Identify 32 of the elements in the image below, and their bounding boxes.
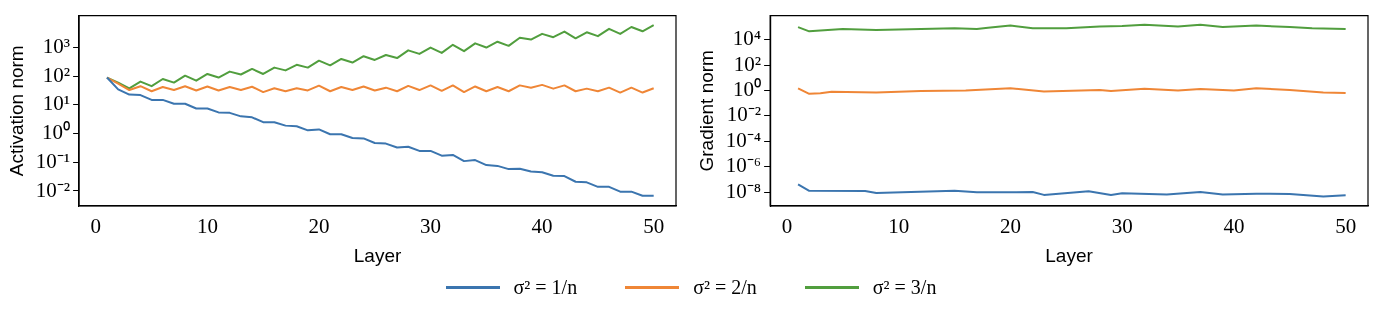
y-tick-label: 10² [42, 62, 71, 87]
x-tick-label: 30 [420, 214, 442, 239]
y-tick-label: 10⁻⁸ [725, 178, 762, 203]
y-tick-label: 10⁰ [733, 77, 762, 102]
x-axis-title: Layer [1045, 244, 1094, 266]
x-tick-label: 10 [196, 214, 218, 239]
y-tick-label: 10⁻⁶ [725, 153, 762, 178]
y-tick-label: 10⁻¹ [35, 148, 71, 173]
x-tick-label: 20 [999, 214, 1021, 239]
legend-label: σ² = 3/n [872, 276, 937, 299]
x-tick-label: 0 [90, 214, 102, 239]
x-axis-title: Layer [353, 244, 402, 266]
legend-label: σ² = 1/n [513, 276, 578, 299]
y-tick-label: 10² [733, 51, 762, 76]
x-tick-label: 20 [308, 214, 330, 239]
y-tick-label: 10⁻⁴ [725, 127, 762, 152]
y-tick-label: 10⁴ [732, 26, 762, 51]
x-tick-label: 50 [643, 214, 665, 239]
y-tick-label: 10⁻² [726, 102, 762, 127]
y-tick-label: 10³ [42, 34, 71, 59]
x-tick-label: 30 [1111, 214, 1133, 239]
legend-label: σ² = 2/n [693, 276, 757, 299]
x-tick-label: 0 [781, 214, 793, 239]
y-axis-title: Gradient norm [695, 50, 717, 172]
y-axis-title: Activation norm [5, 45, 27, 177]
x-tick-label: 50 [1335, 214, 1357, 239]
x-tick-label: 40 [1223, 214, 1245, 239]
y-tick-label: 10⁰ [42, 120, 71, 145]
y-tick-label: 10⁻² [35, 177, 71, 202]
x-tick-label: 10 [888, 214, 910, 239]
x-tick-label: 40 [531, 214, 553, 239]
y-tick-label: 10¹ [42, 91, 71, 116]
